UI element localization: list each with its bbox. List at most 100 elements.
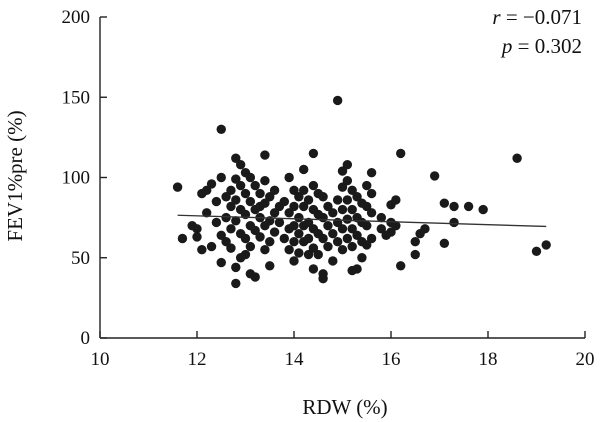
data-point [197,245,207,255]
data-point [255,188,265,199]
data-point [337,224,348,234]
data-point [396,261,406,271]
data-point [289,237,299,247]
y-ticks: 0 50 100 150 200 [62,7,107,349]
data-point [299,185,309,196]
data-point [362,201,372,212]
data-point [211,217,222,228]
data-point [318,192,328,202]
data-point [332,237,343,247]
y-tick-label: 150 [62,87,91,108]
data-point [250,180,260,191]
data-point [337,182,348,192]
data-point [172,182,183,192]
data-point [303,249,314,260]
data-point [439,238,450,249]
trend-line [177,214,547,228]
data-point [332,195,343,205]
data-point [318,212,328,223]
data-point [323,241,333,252]
data-point [308,148,319,159]
data-point [279,196,289,207]
x-tick-label: 12 [188,349,207,370]
data-point [265,192,275,202]
data-point [255,232,265,242]
data-point [294,248,304,258]
data-point [352,264,362,274]
data-point [284,208,294,218]
data-point [289,220,299,231]
data-point [231,262,241,273]
data-point [206,179,217,189]
data-point [337,204,348,215]
data-point [463,201,474,212]
data-point [269,208,280,218]
data-point [410,237,420,247]
data-point [512,153,522,163]
data-point [231,153,241,163]
data-point [342,159,353,170]
data-point [294,212,304,223]
data-point [216,230,226,240]
data-point [274,217,285,228]
data-point [245,172,256,183]
data-point [308,243,319,253]
data-point [328,208,338,218]
r-statistic: r = −0.071 [492,5,582,29]
data-point [347,185,357,196]
data-point [231,278,241,289]
data-point [231,216,241,226]
data-point [342,214,353,224]
p-statistic-symbol: p [500,34,513,58]
data-point [478,204,488,215]
data-point [429,171,440,181]
x-ticks: 10 12 14 16 18 20 [91,331,595,370]
data-point [391,195,401,205]
data-point [396,148,406,159]
data-point [245,196,256,207]
data-point [216,124,226,135]
data-point [299,164,309,175]
y-tick-label: 200 [62,7,91,28]
x-tick-label: 10 [91,349,110,370]
data-point [347,204,357,215]
y-tick-label: 0 [81,328,91,349]
data-point [439,198,450,208]
data-point [318,273,328,284]
data-point [260,245,270,255]
data-point [250,225,260,236]
data-point [342,176,353,186]
data-point [332,95,343,106]
data-point [347,224,357,234]
data-point [347,241,357,252]
data-point [342,195,353,205]
data-point [366,208,377,218]
data-point [250,272,260,282]
data-point [376,212,386,223]
data-point [265,261,275,271]
data-point [410,249,420,260]
data-point [226,201,236,212]
data-point [342,233,353,244]
x-axis-title: RDW (%) [302,395,387,419]
data-point [337,166,348,176]
data-point [318,233,328,244]
data-point [240,188,251,199]
data-point [357,253,367,263]
data-point [352,192,362,202]
p-statistic-value: = 0.302 [512,34,582,58]
data-points [172,95,551,289]
data-point [226,243,236,253]
data-point [386,227,396,237]
data-point [240,249,251,260]
data-point [391,220,401,231]
data-point [245,241,256,252]
r-statistic-value: = −0.071 [501,5,582,29]
data-point [299,201,309,212]
data-point [366,233,377,244]
data-point [303,233,314,244]
data-point [226,185,236,196]
data-point [362,180,372,191]
data-point [449,217,459,228]
